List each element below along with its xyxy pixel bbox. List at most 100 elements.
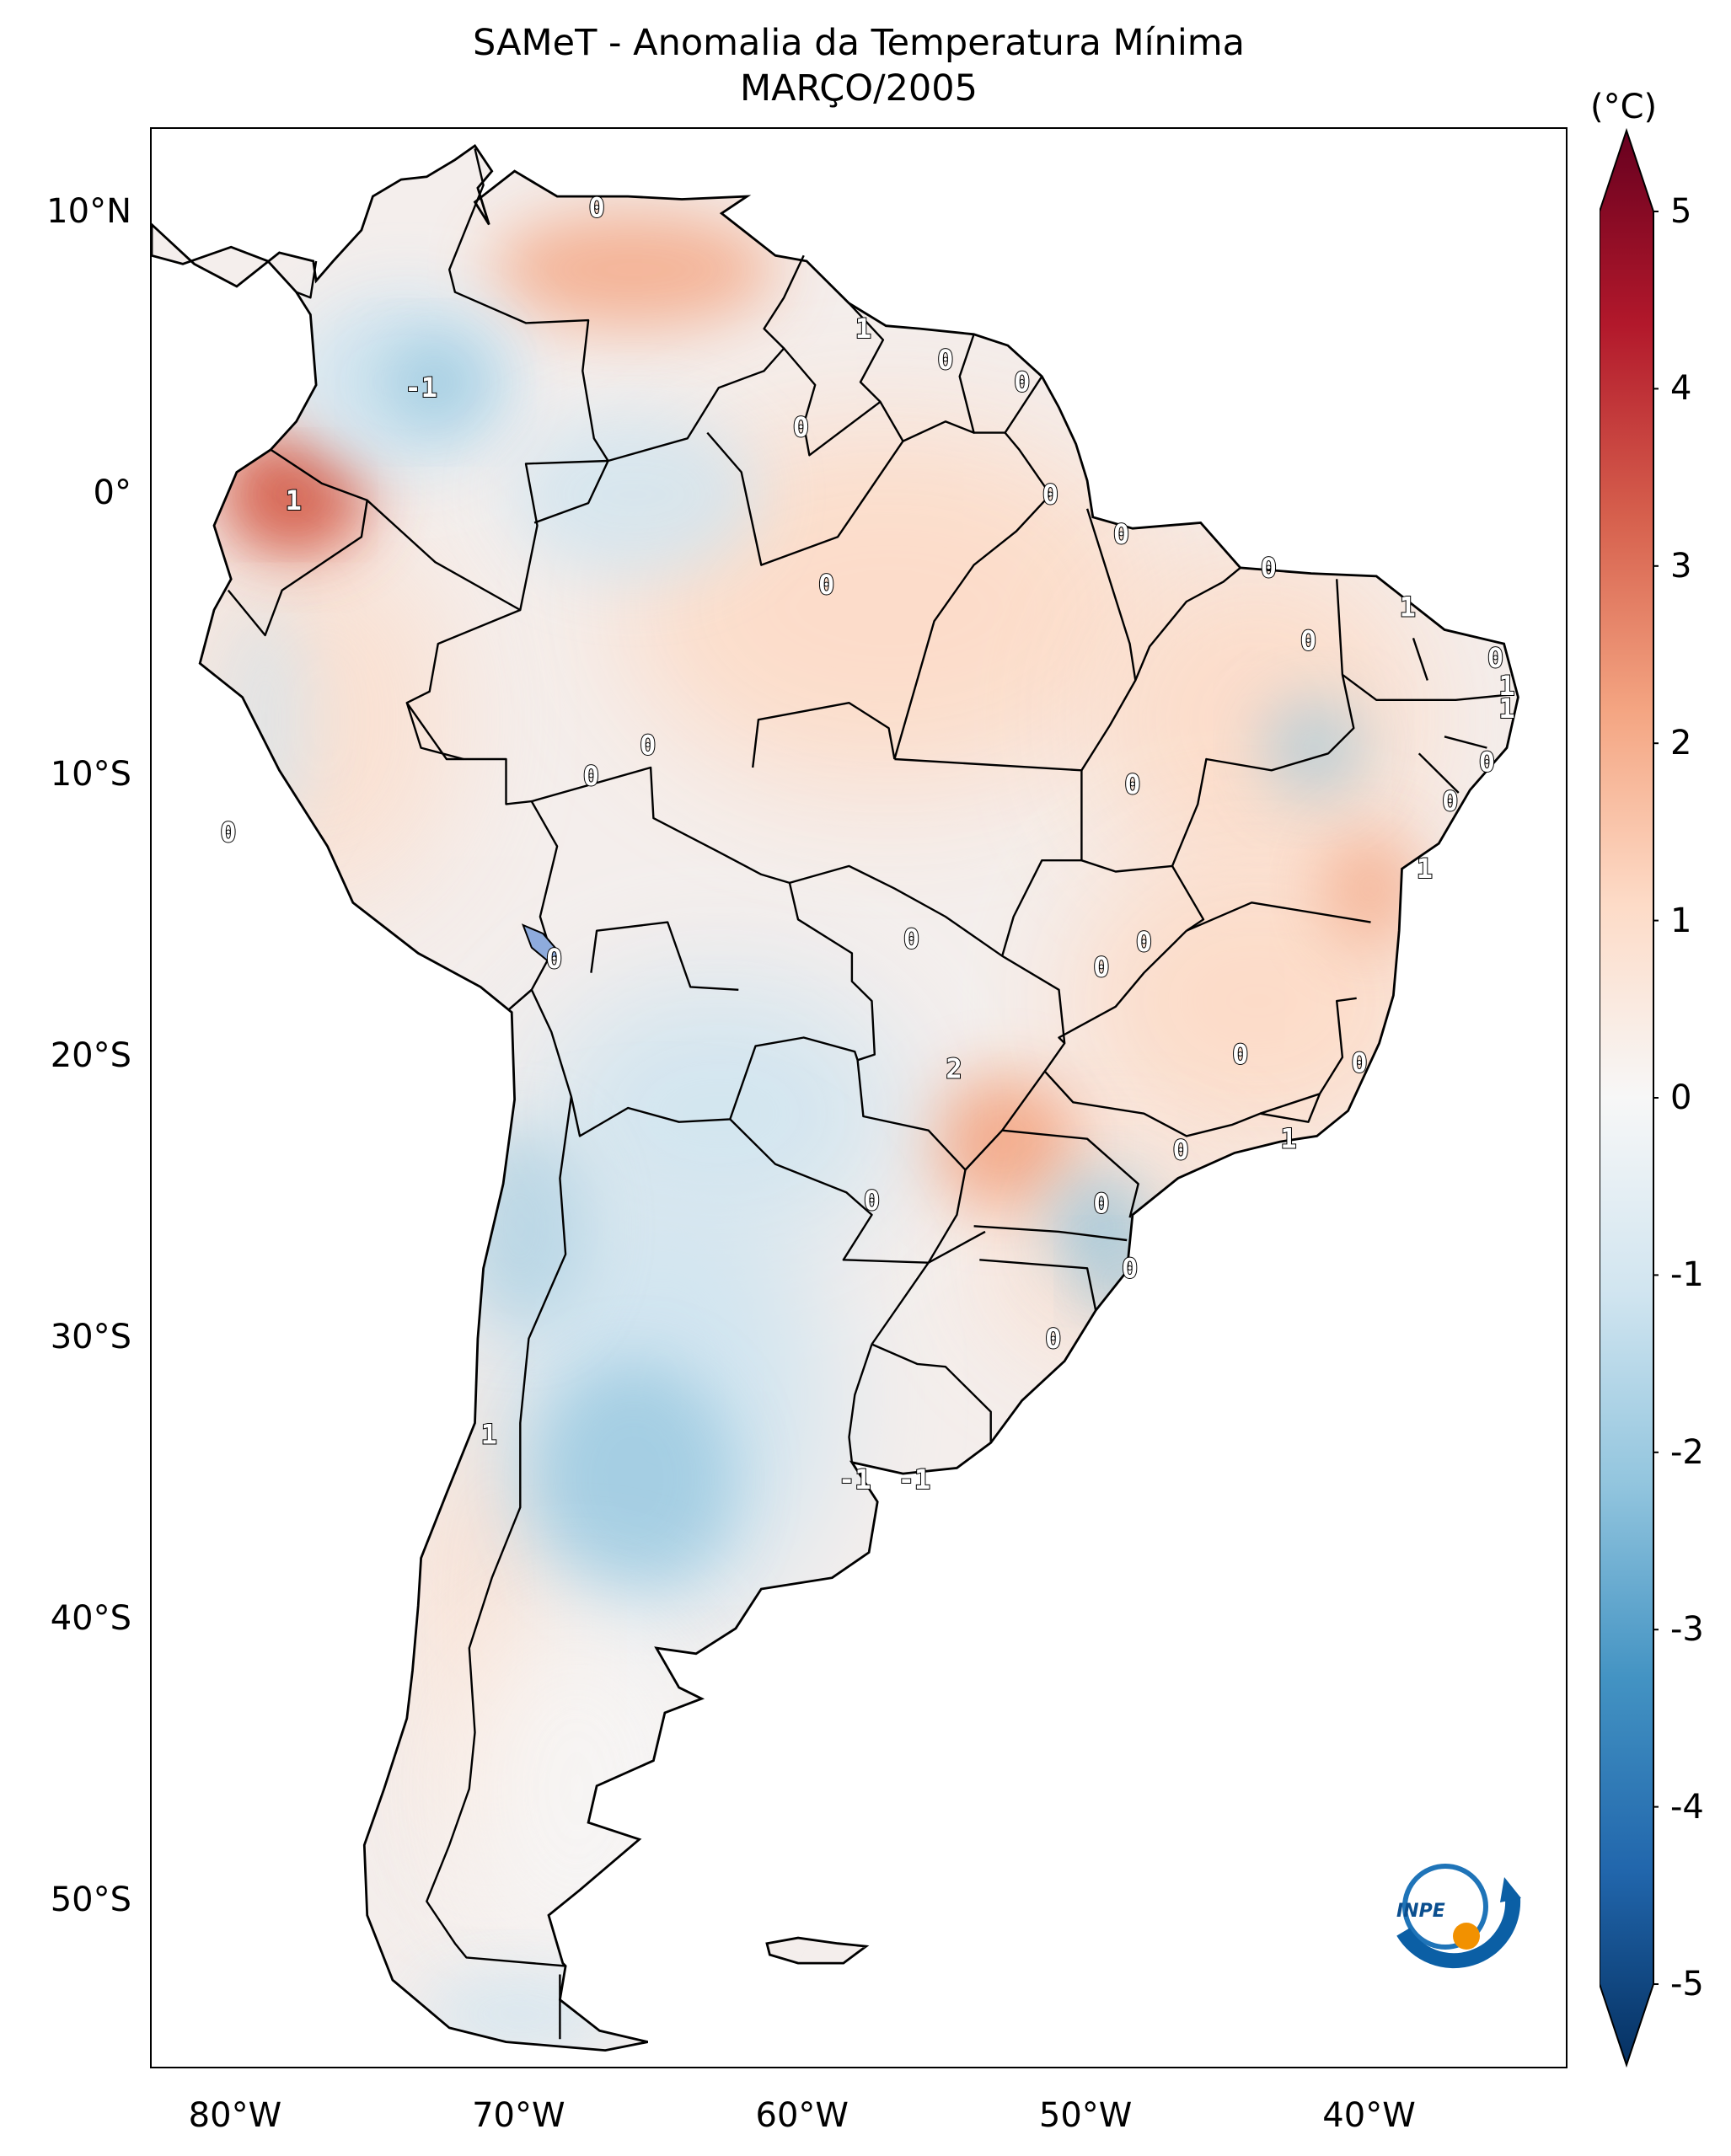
colorbar-tick-label: 2 bbox=[1670, 724, 1692, 763]
anomaly-blob bbox=[384, 340, 486, 425]
border-line bbox=[227, 500, 368, 637]
contour-label: 0 bbox=[1172, 1134, 1188, 1166]
contour-label: 1 bbox=[286, 484, 302, 516]
colorbar bbox=[1600, 127, 1659, 2068]
contour-label: 0 bbox=[1261, 552, 1277, 584]
border-line bbox=[1171, 579, 1355, 867]
border-line bbox=[789, 864, 1066, 1171]
border-line bbox=[426, 1096, 573, 1967]
border-line bbox=[848, 302, 975, 442]
border-line bbox=[1444, 736, 1487, 749]
border-line bbox=[296, 260, 318, 299]
contour-label: 0 bbox=[1351, 1047, 1367, 1079]
contour-label: 0 bbox=[1113, 518, 1129, 550]
border-line bbox=[1412, 638, 1428, 681]
colorbar-tick-label: 0 bbox=[1670, 1078, 1692, 1117]
contour-label: 0 bbox=[1093, 951, 1109, 983]
contour-label: 0 bbox=[1122, 1252, 1138, 1284]
contour-label: 0 bbox=[1014, 366, 1030, 399]
border-line bbox=[1260, 1093, 1321, 1123]
contour-label: 0 bbox=[1442, 785, 1458, 817]
contour-label: 1 bbox=[481, 1418, 497, 1450]
contour-label: 0 bbox=[1232, 1039, 1248, 1071]
contour-label: -1 bbox=[898, 1463, 931, 1495]
border-line bbox=[752, 702, 896, 768]
anomaly-field bbox=[186, 210, 1443, 2051]
lat-tick-label: 10°N bbox=[46, 192, 131, 232]
contour-label: 0 bbox=[1124, 768, 1140, 800]
anomaly-blob bbox=[506, 410, 760, 580]
contour-label: 0 bbox=[793, 411, 809, 443]
country-borders bbox=[152, 144, 1519, 2052]
contour-label: 0 bbox=[1045, 1323, 1061, 1355]
border-line bbox=[1002, 1129, 1139, 1218]
border-line bbox=[508, 988, 533, 1011]
border-line bbox=[1134, 566, 1241, 681]
border-line bbox=[530, 989, 859, 1137]
continent-shading bbox=[152, 146, 1519, 2051]
colorbar-tick-label: -3 bbox=[1670, 1610, 1704, 1650]
contour-label: -1 bbox=[839, 1463, 871, 1495]
contour-label: 0 bbox=[1300, 625, 1316, 657]
contour-label: 0 bbox=[864, 1185, 880, 1217]
border-line bbox=[1342, 673, 1513, 701]
lon-tick-label: 60°W bbox=[755, 2096, 849, 2135]
contour-label: 1 bbox=[855, 313, 871, 345]
contour-label: 0 bbox=[1042, 479, 1058, 511]
contour-label: 1 bbox=[1498, 693, 1514, 725]
lon-tick-label: 40°W bbox=[1322, 2096, 1416, 2135]
contour-label: 0 bbox=[903, 923, 919, 955]
map-subtitle: MARÇO/2005 bbox=[739, 67, 978, 110]
contour-label: 0 bbox=[589, 191, 605, 223]
map-title: SAMeT - Anomalia da Temperatura Mínima bbox=[473, 22, 1245, 64]
colorbar-tick-label: -4 bbox=[1670, 1787, 1704, 1827]
contour-label: 0 bbox=[1136, 926, 1152, 958]
colorbar-tick-label: 4 bbox=[1670, 369, 1692, 409]
lon-tick-label: 50°W bbox=[1038, 2096, 1133, 2135]
anomaly-blob bbox=[926, 1074, 1079, 1210]
contour-label: 0 bbox=[818, 569, 834, 601]
border-line bbox=[783, 347, 882, 457]
border-line bbox=[590, 921, 739, 991]
anomaly-blob bbox=[442, 1603, 712, 1975]
lake-titicaca bbox=[521, 923, 561, 963]
contour-label: 0 bbox=[1487, 642, 1503, 674]
lat-tick-label: 40°S bbox=[50, 1598, 131, 1638]
logo-text: INPE bbox=[1396, 1901, 1445, 1922]
anomaly-blob bbox=[532, 1361, 735, 1597]
border-line bbox=[1417, 752, 1460, 794]
contour-label: 0 bbox=[640, 729, 656, 761]
border-line bbox=[1001, 859, 1082, 957]
anomaly-blob bbox=[186, 534, 457, 906]
border-line bbox=[848, 1344, 873, 1463]
contour-label: 0 bbox=[1093, 1188, 1109, 1220]
contour-label: -1 bbox=[405, 372, 437, 404]
lon-tick-label: 80°W bbox=[188, 2096, 282, 2135]
colorbar-tick-label: -1 bbox=[1670, 1255, 1704, 1295]
lat-tick-label: 20°S bbox=[50, 1035, 131, 1075]
contour-label: 1 bbox=[1400, 591, 1416, 623]
border-line bbox=[871, 1230, 986, 1345]
contour-label: 0 bbox=[546, 943, 562, 975]
anomaly-blob bbox=[453, 1125, 588, 1328]
border-line bbox=[973, 1225, 1128, 1242]
colorbar-unit: (°C) bbox=[1590, 88, 1658, 126]
border-line bbox=[871, 1343, 992, 1443]
lat-tick-label: 50°S bbox=[50, 1880, 131, 1919]
anomaly-blob bbox=[1263, 697, 1365, 799]
lat-tick-label: 30°S bbox=[50, 1317, 131, 1356]
border-line bbox=[706, 431, 904, 566]
border-line bbox=[979, 1259, 1097, 1311]
contour-label: 0 bbox=[583, 760, 599, 792]
border-line bbox=[531, 766, 876, 1062]
colorbar-tick-label: -2 bbox=[1670, 1432, 1704, 1472]
contour-label: 2 bbox=[946, 1052, 962, 1084]
border-line bbox=[405, 702, 464, 761]
map-panel: 0 1 0 0 -1 0 0 1 0 0 0 1 0 0 1 1 0 0 0 0 0 0 1 0 0 0 0 2 0 0 1 0 0 0 0 0 1 -1… bbox=[150, 127, 1568, 2068]
lon-tick-label: 70°W bbox=[472, 2096, 565, 2135]
contour-label: 0 bbox=[937, 344, 953, 376]
contour-label: 0 bbox=[1479, 746, 1495, 778]
anomaly-blob bbox=[490, 210, 777, 329]
border-line bbox=[893, 431, 1052, 760]
